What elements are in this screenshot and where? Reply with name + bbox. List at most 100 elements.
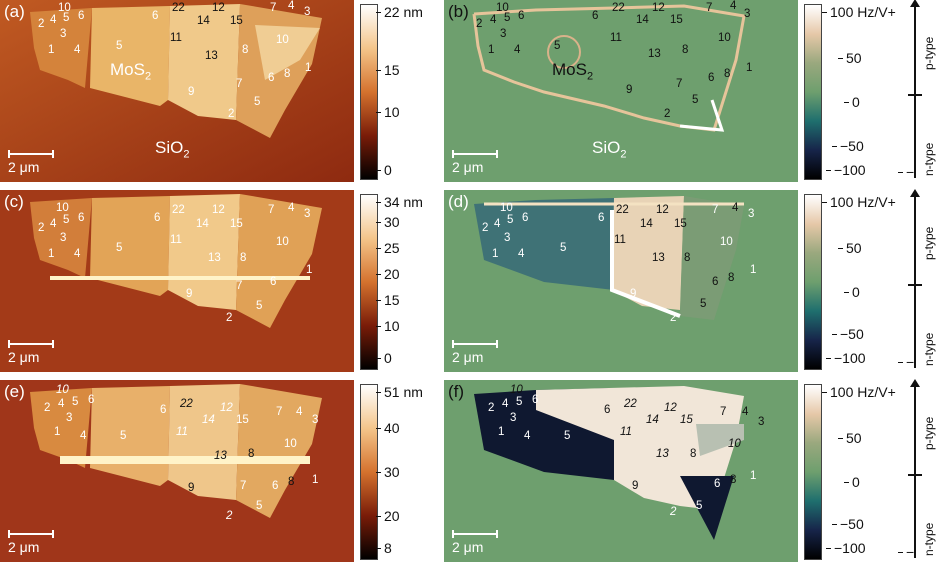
region-number: 1	[750, 264, 757, 276]
region-number: 6	[88, 394, 95, 406]
region-number: 8	[240, 252, 247, 264]
n-type-label: n-type	[922, 142, 936, 176]
region-number: 15	[236, 414, 249, 426]
panel-d-image	[444, 190, 798, 372]
region-number: 12	[656, 204, 669, 216]
colorbar-tick: 10	[376, 104, 400, 120]
region-number: 11	[614, 234, 626, 246]
region-number: 15	[230, 15, 243, 27]
colorbar-tick: 0	[844, 474, 860, 490]
colorbar-tick: 0	[376, 162, 392, 178]
region-number: 9	[626, 84, 633, 96]
mos2-label: MoS2	[552, 60, 594, 83]
colorbar-tick: −100	[826, 350, 866, 366]
region-number: 11	[170, 234, 182, 246]
region-number: 5	[254, 96, 261, 108]
region-number: 1	[306, 264, 313, 276]
region-number: 8	[242, 44, 249, 56]
type-axis-arrow	[908, 189, 922, 368]
region-number: 5	[63, 12, 70, 24]
region-number: 6	[270, 276, 277, 288]
region-number: 3	[500, 28, 507, 40]
region-number: 3	[510, 412, 517, 424]
region-number: 22	[612, 2, 625, 14]
region-number: 3	[312, 414, 319, 426]
region-number: 4	[732, 202, 739, 214]
region-number: 2	[226, 510, 233, 522]
region-number: 9	[188, 86, 195, 98]
region-number: 7	[236, 280, 243, 292]
region-number: 6	[518, 10, 525, 22]
region-number: 4	[288, 202, 295, 214]
region-number: 5	[507, 214, 514, 226]
panel-d-kpfm-map: (d) 2 μm 10 2 4 5 6 3 1 4 5 6 22 12 14 1…	[444, 190, 798, 372]
region-number: 4	[50, 14, 57, 26]
region-number: 6	[598, 212, 605, 224]
region-number: 4	[74, 44, 81, 56]
height-colorbar-1	[360, 4, 378, 180]
n-type-label: n-type	[922, 522, 936, 556]
region-number: 1	[48, 248, 55, 260]
colorbar-tick: 20	[376, 266, 400, 282]
region-number: 5	[696, 500, 703, 512]
colorbar-tick: 15	[376, 292, 400, 308]
type-axis-arrow	[908, 0, 922, 178]
minus-sign: −	[897, 354, 915, 370]
colorbar-tick: −50	[832, 138, 864, 154]
colorbar-tick: 0	[844, 284, 860, 300]
panel-f-kpfm-map: (f) 2 μm 10 2 4 5 6 3 1 4 5 6 22 12 14 1…	[444, 380, 798, 562]
colorbar-tick: 22 nm	[376, 4, 423, 20]
region-number: 9	[632, 480, 639, 492]
region-number: 2	[38, 18, 45, 30]
region-number: 7	[270, 2, 277, 14]
region-number: 10	[728, 438, 741, 450]
region-number: 6	[160, 404, 167, 416]
colorbar-tick: 50	[838, 430, 862, 446]
kpfm-colorbar-1	[804, 4, 822, 180]
colorbar-tick: 51 nm	[376, 384, 423, 400]
region-number: 13	[648, 48, 661, 60]
region-number: 15	[674, 218, 687, 230]
region-number: 8	[730, 474, 737, 486]
region-number: 7	[276, 406, 283, 418]
colorbar-tick: −100	[826, 162, 866, 178]
region-number: 5	[256, 300, 263, 312]
sio2-label: SiO2	[155, 138, 190, 161]
region-number: 8	[284, 68, 291, 80]
kpfm-colorbar-2	[804, 194, 822, 370]
region-number: 1	[492, 248, 499, 260]
region-number: 15	[670, 14, 683, 26]
mos2-label: MoS2	[110, 60, 152, 83]
region-number: 10	[496, 2, 509, 14]
region-number: 2	[664, 108, 671, 120]
region-number: 2	[228, 108, 235, 120]
p-type-label: p-type	[922, 36, 936, 70]
region-number: 5	[560, 242, 567, 254]
region-number: 7	[236, 78, 243, 90]
panel-label-c: (c)	[4, 192, 24, 211]
region-number: 1	[750, 470, 757, 482]
colorbar-tick: 50	[838, 240, 862, 256]
region-number: 5	[692, 94, 699, 106]
panel-a-image	[0, 0, 354, 182]
colorbar-tick: 0	[376, 350, 392, 366]
region-number: 1	[54, 426, 61, 438]
region-number: 2	[476, 18, 483, 30]
region-number: 12	[652, 2, 665, 14]
panel-e-height-map: (e) 2 μm 10 2 4 5 6 3 1 4 5 6 22 12 14 1…	[0, 380, 354, 562]
p-type-label: p-type	[922, 226, 936, 260]
colorbar-tick: 100 Hz/V+	[822, 4, 896, 20]
region-number: 5	[116, 40, 123, 52]
region-number: 4	[80, 430, 87, 442]
region-number: 1	[498, 426, 505, 438]
region-number: 1	[312, 474, 319, 486]
region-number: 4	[518, 248, 525, 260]
region-number: 4	[490, 14, 497, 26]
region-number: 3	[744, 8, 751, 20]
region-number: 12	[664, 402, 677, 414]
colorbar-tick: −50	[832, 516, 864, 532]
region-number: 10	[56, 384, 69, 396]
region-number: 3	[748, 208, 755, 220]
region-number: 14	[636, 14, 649, 26]
region-number: 12	[212, 204, 225, 216]
